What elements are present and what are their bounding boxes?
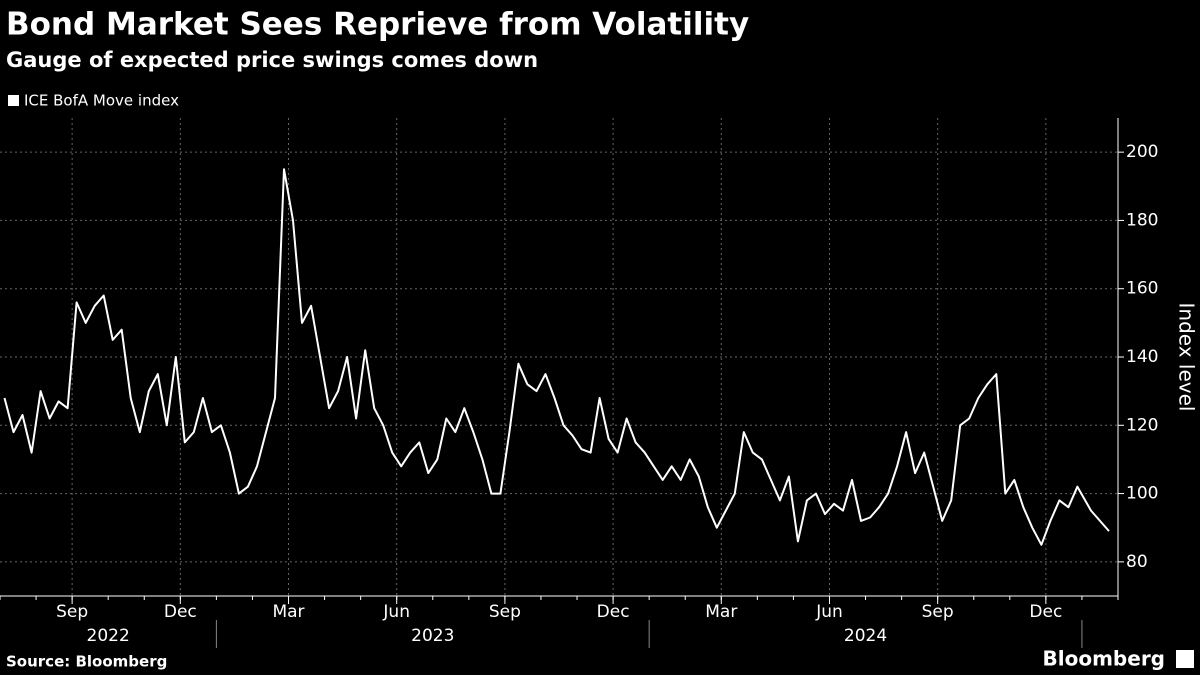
chart-title: Bond Market Sees Reprieve from Volatilit…: [6, 7, 749, 43]
y-tick-label: 200: [1126, 142, 1158, 162]
y-tick-label: 160: [1126, 279, 1158, 299]
y-tick-label: 80: [1126, 552, 1148, 572]
x-tick-label: Jun: [815, 602, 843, 622]
y-tick-label: 180: [1126, 210, 1158, 230]
y-tick-label: 140: [1126, 347, 1158, 367]
x-tick-label: Dec: [1029, 602, 1062, 622]
y-tick-label: 120: [1126, 415, 1158, 435]
y-axis-label: Index level: [1175, 303, 1199, 412]
brand-logo: [1176, 650, 1194, 668]
legend-label: ICE BofA Move index: [24, 92, 179, 110]
y-tick-label: 100: [1126, 484, 1158, 504]
x-tick-label: Jun: [382, 602, 410, 622]
x-tick-label: Mar: [272, 602, 304, 622]
line-series: [3, 168, 1110, 546]
source: Source: Bloomberg: [6, 653, 167, 671]
brand: Bloomberg: [1043, 647, 1165, 671]
x-tick-label: Dec: [164, 602, 197, 622]
legend-swatch: [8, 95, 19, 106]
x-tick-label: Sep: [922, 602, 954, 622]
x-tick-label: Mar: [705, 602, 737, 622]
x-tick-label: Sep: [489, 602, 521, 622]
year-label: 2023: [411, 626, 454, 646]
x-tick-label: Dec: [597, 602, 630, 622]
chart-subtitle: Gauge of expected price swings comes dow…: [6, 48, 538, 72]
x-tick-label: Sep: [56, 602, 88, 622]
year-label: 2024: [844, 626, 887, 646]
year-label: 2022: [87, 626, 130, 646]
